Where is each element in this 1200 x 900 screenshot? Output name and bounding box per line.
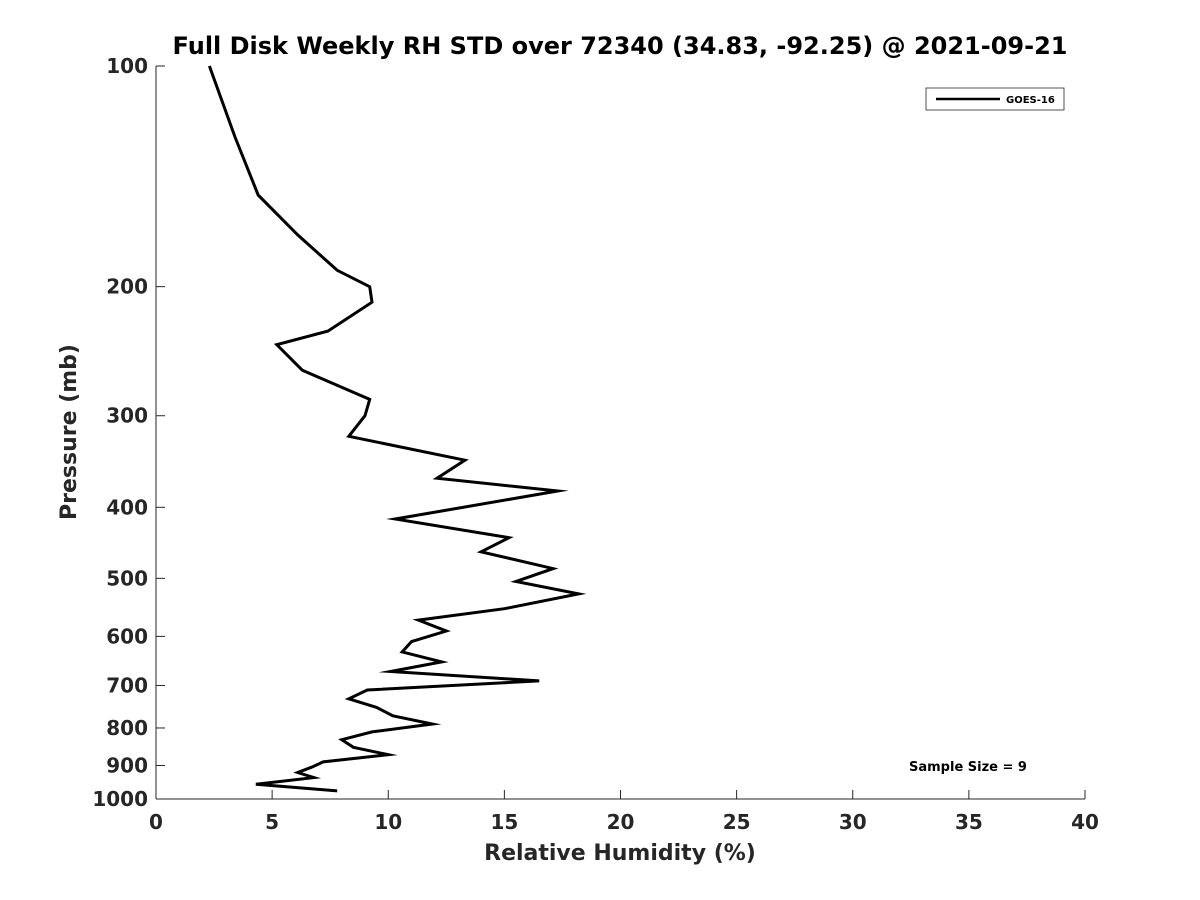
x-tick-label: 0 [149,810,163,834]
y-tick-label: 800 [106,716,148,740]
x-axis-title: Relative Humidity (%) [484,841,756,866]
y-axis-title: Pressure (mb) [57,344,82,520]
x-tick-label: 20 [607,810,635,834]
y-tick-label: 600 [106,624,148,648]
y-tick-label: 400 [106,495,148,519]
x-tick-label: 30 [839,810,867,834]
y-tick-label: 1000 [92,787,148,811]
x-tick-label: 25 [723,810,751,834]
series-line-goes-16 [207,65,587,793]
x-tick-label: 5 [265,810,279,834]
legend-label-goes-16: GOES-16 [1006,95,1055,106]
sample-size-annotation: Sample Size = 9 [909,760,1027,775]
series-layer [207,65,587,793]
plot-area [156,66,1085,799]
y-tick-label: 500 [106,566,148,590]
x-tick-label: 35 [955,810,983,834]
legend: GOES-16 [925,87,1065,111]
x-axis-ticks: 0 5 10 15 20 25 30 35 40 [149,790,1099,834]
y-axis-ticks: 100 200 300 400 500 600 700 800 900 1000 [92,54,165,811]
y-tick-label: 700 [106,673,148,697]
chart-title: Full Disk Weekly RH STD over 72340 (34.8… [173,32,1068,60]
x-tick-label: 15 [490,810,518,834]
y-tick-label: 300 [106,404,148,428]
x-tick-label: 40 [1071,810,1099,834]
y-tick-label: 100 [106,54,148,78]
x-tick-label: 10 [374,810,402,834]
y-tick-label: 900 [106,753,148,777]
y-tick-label: 200 [106,275,148,299]
